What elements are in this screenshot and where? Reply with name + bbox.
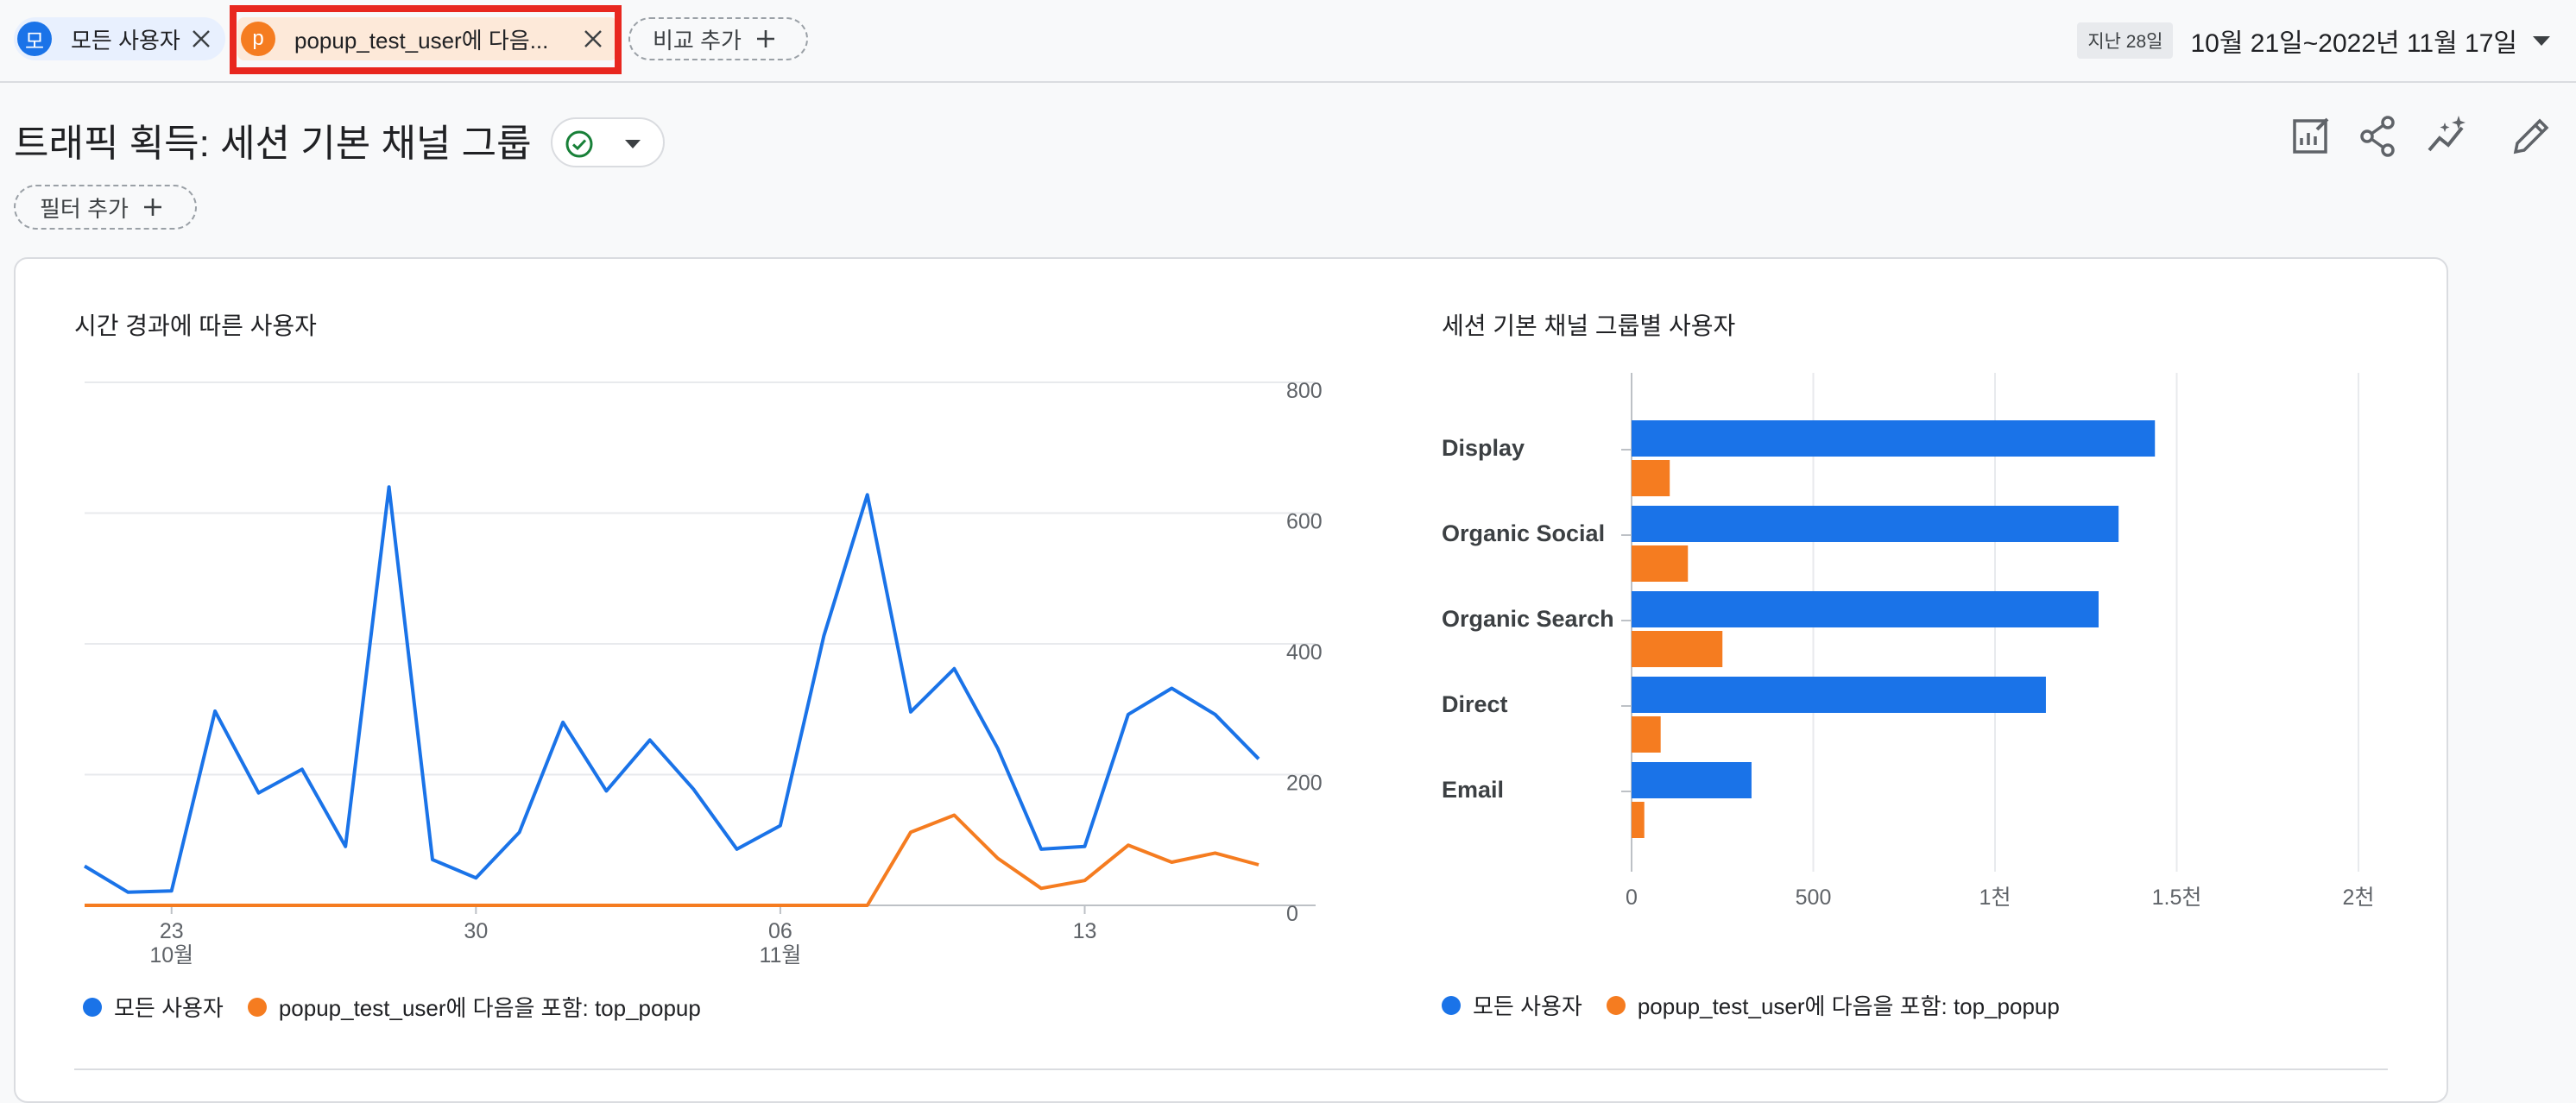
share-icon[interactable] <box>2355 112 2403 161</box>
legend-label: 모든 사용자 <box>114 995 224 1021</box>
close-icon[interactable] <box>583 28 603 49</box>
report-status-button[interactable] <box>551 117 665 167</box>
legend-dot <box>83 997 102 1017</box>
bar-chart-legend: 모든 사용자 popup_test_user에 다음을 포함: top_popu… <box>1442 989 2084 1021</box>
insights-icon[interactable] <box>2424 112 2472 161</box>
date-range-picker[interactable]: 지난 28일 10월 21일~2022년 11월 17일 <box>2077 19 2550 62</box>
line-chart-title: 시간 경과에 따른 사용자 <box>74 312 317 339</box>
chevron-down-icon <box>2533 35 2550 46</box>
add-comparison-button[interactable]: 비교 추가 <box>628 17 808 60</box>
date-preset-badge: 지난 28일 <box>2077 22 2174 59</box>
add-filter-label: 필터 추가 <box>40 195 129 222</box>
avatar: p <box>241 22 275 56</box>
line-chart-legend: 모든 사용자 popup_test_user에 다음을 포함: top_popu… <box>83 991 725 1023</box>
legend-item-all-users[interactable]: 모든 사용자 <box>83 991 224 1023</box>
plus-icon <box>756 30 774 47</box>
plus-icon <box>143 199 161 216</box>
chevron-down-icon <box>625 140 641 148</box>
legend-dot <box>247 997 267 1017</box>
legend-dot <box>1442 995 1461 1015</box>
divider <box>74 1068 2388 1070</box>
comparison-chip-label: popup_test_user에 다음... <box>294 27 549 54</box>
comparison-bar: 모 모든 사용자 p popup_test_user에 다음... 비교 추가 … <box>0 0 2576 83</box>
highlight-box <box>230 5 622 74</box>
legend-label: popup_test_user에 다음을 포함: top_popup <box>1637 993 2060 1019</box>
comparison-chip-popup-user[interactable]: p popup_test_user에 다음... <box>237 17 617 60</box>
comparison-chip-all-users[interactable]: 모 모든 사용자 <box>14 17 225 60</box>
add-filter-button[interactable]: 필터 추가 <box>14 185 197 230</box>
close-icon[interactable] <box>191 28 212 49</box>
check-circle-icon <box>565 130 593 158</box>
page-title: 트래픽 획득: 세션 기본 채널 그룹 <box>14 123 532 165</box>
legend-item-all-users[interactable]: 모든 사용자 <box>1442 989 1582 1021</box>
date-range-text: 10월 21일~2022년 11월 17일 <box>2190 29 2517 58</box>
edit-icon[interactable] <box>2507 112 2555 161</box>
avatar: 모 <box>17 22 52 56</box>
comparison-chip-label: 모든 사용자 <box>71 27 180 54</box>
legend-item-popup-user[interactable]: popup_test_user에 다음을 포함: top_popup <box>1606 989 2060 1021</box>
customize-report-icon[interactable] <box>2288 112 2336 161</box>
charts-card <box>14 257 2448 1103</box>
legend-dot <box>1606 995 1626 1015</box>
legend-item-popup-user[interactable]: popup_test_user에 다음을 포함: top_popup <box>247 991 701 1023</box>
legend-label: popup_test_user에 다음을 포함: top_popup <box>278 995 701 1021</box>
bar-chart-title: 세션 기본 채널 그룹별 사용자 <box>1442 312 1736 339</box>
legend-label: 모든 사용자 <box>1473 993 1582 1019</box>
add-comparison-label: 비교 추가 <box>653 27 742 54</box>
